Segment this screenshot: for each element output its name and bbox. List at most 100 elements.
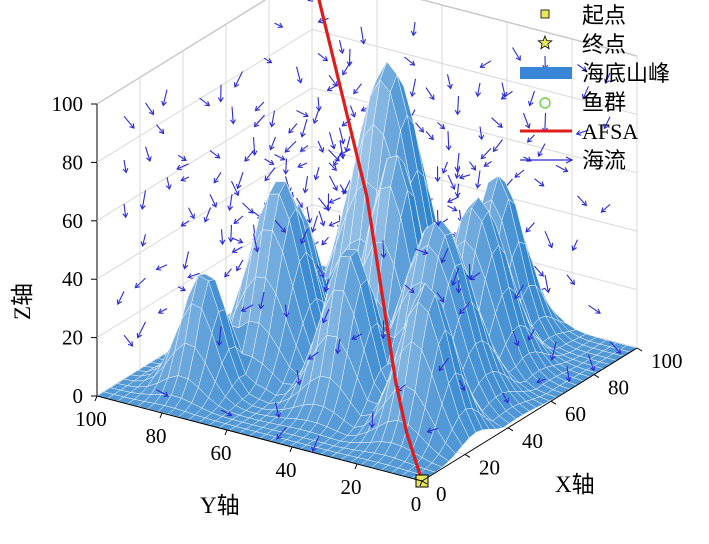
current-arrow-head xyxy=(454,166,461,173)
current-arrow xyxy=(314,167,320,180)
current-arrow xyxy=(313,110,320,124)
current-arrow xyxy=(312,435,320,452)
current-arrow xyxy=(297,162,308,168)
current-arrow-head xyxy=(380,253,387,259)
current-arrow xyxy=(141,234,147,247)
current-arrow-head xyxy=(122,212,129,219)
current-arrow-head xyxy=(344,146,350,153)
current-arrow xyxy=(177,286,186,291)
current-arrow xyxy=(527,134,535,143)
x-tick-mark xyxy=(550,400,557,405)
current-arrow xyxy=(181,220,190,227)
current-arrow-head xyxy=(339,138,346,145)
box-edge xyxy=(421,347,638,482)
current-arrow-head xyxy=(454,109,461,116)
current-arrow-head xyxy=(526,137,533,143)
current-arrow-head xyxy=(454,173,461,180)
current-arrow-head xyxy=(233,190,240,197)
current-arrow-head xyxy=(332,185,338,192)
current-arrow-head xyxy=(322,56,329,62)
current-arrow-head xyxy=(253,121,260,128)
legend-swatch-end xyxy=(537,34,553,50)
legend-label: 海底山峰 xyxy=(582,61,670,86)
current-arrow-head xyxy=(338,48,345,55)
current-arrow xyxy=(456,183,460,197)
box-edge xyxy=(96,0,267,105)
current-arrow-head xyxy=(426,427,433,434)
x-tick-label: 60 xyxy=(565,402,586,426)
current-arrow-head xyxy=(219,239,226,246)
current-arrow-head xyxy=(279,155,286,161)
current-arrow-head xyxy=(235,183,242,190)
current-arrow-head xyxy=(483,161,490,167)
current-arrow-head xyxy=(319,272,325,279)
current-arrow xyxy=(479,126,483,140)
current-arrow xyxy=(514,169,525,178)
current-arrow xyxy=(338,127,344,144)
current-arrow-head xyxy=(307,354,314,360)
current-arrow xyxy=(425,131,434,140)
current-arrow xyxy=(317,264,325,278)
current-arrow-head xyxy=(513,340,520,347)
current-arrow-head xyxy=(136,332,143,339)
current-arrow xyxy=(329,175,338,191)
current-arrow xyxy=(270,136,277,150)
current-arrow xyxy=(329,220,340,227)
current-arrow xyxy=(437,122,445,130)
current-arrow-head xyxy=(189,213,195,220)
current-arrow xyxy=(274,154,285,161)
current-arrow xyxy=(255,101,265,112)
current-arrow xyxy=(459,379,465,391)
current-arrow xyxy=(544,274,549,293)
current-arrow xyxy=(371,411,374,428)
current-arrow xyxy=(317,140,324,153)
x-tick-mark xyxy=(421,480,428,485)
current-arrow xyxy=(438,357,449,371)
current-arrow-head xyxy=(321,239,327,246)
current-arrow-head xyxy=(492,146,499,153)
x-tick-mark xyxy=(464,453,471,458)
current-arrow-head xyxy=(334,156,340,162)
current-arrow xyxy=(295,66,302,83)
current-arrow xyxy=(534,265,544,277)
current-arrow-head xyxy=(454,192,461,198)
current-arrow-head xyxy=(527,100,534,107)
current-arrow-head xyxy=(331,165,337,172)
current-arrow-head xyxy=(459,308,465,315)
current-arrow-head xyxy=(435,221,441,227)
legend-label: 鱼群 xyxy=(582,90,626,115)
current-arrow-head xyxy=(615,348,622,355)
current-arrow xyxy=(566,366,570,382)
current-arrow-head xyxy=(157,308,164,314)
current-arrow-head xyxy=(326,86,333,92)
current-arrow xyxy=(324,279,330,292)
current-arrow-head xyxy=(227,237,234,243)
current-arrow xyxy=(177,154,187,161)
current-arrow xyxy=(263,57,272,64)
current-arrow xyxy=(328,149,340,162)
current-arrow-head xyxy=(313,174,320,181)
current-arrow xyxy=(577,64,587,72)
current-arrow xyxy=(184,251,190,269)
current-arrow-head xyxy=(447,83,453,90)
current-arrow-head xyxy=(409,60,416,66)
current-arrow-head xyxy=(409,91,416,98)
current-arrow xyxy=(603,116,611,129)
current-arrow-head xyxy=(296,78,303,84)
current-arrow xyxy=(123,115,135,129)
y-tick-label: 20 xyxy=(341,475,362,499)
current-arrow-head xyxy=(244,156,250,162)
current-arrow xyxy=(469,161,476,171)
current-arrow xyxy=(236,259,244,271)
current-arrow xyxy=(187,272,200,278)
current-arrow xyxy=(209,150,220,159)
current-arrow-head xyxy=(282,169,289,175)
current-arrow xyxy=(412,21,416,36)
current-arrow xyxy=(144,146,151,162)
current-arrow-head xyxy=(297,162,303,169)
current-arrow-head xyxy=(441,168,448,174)
current-arrow-head xyxy=(277,22,284,29)
current-arrow xyxy=(442,161,449,174)
grid-line xyxy=(96,145,313,280)
